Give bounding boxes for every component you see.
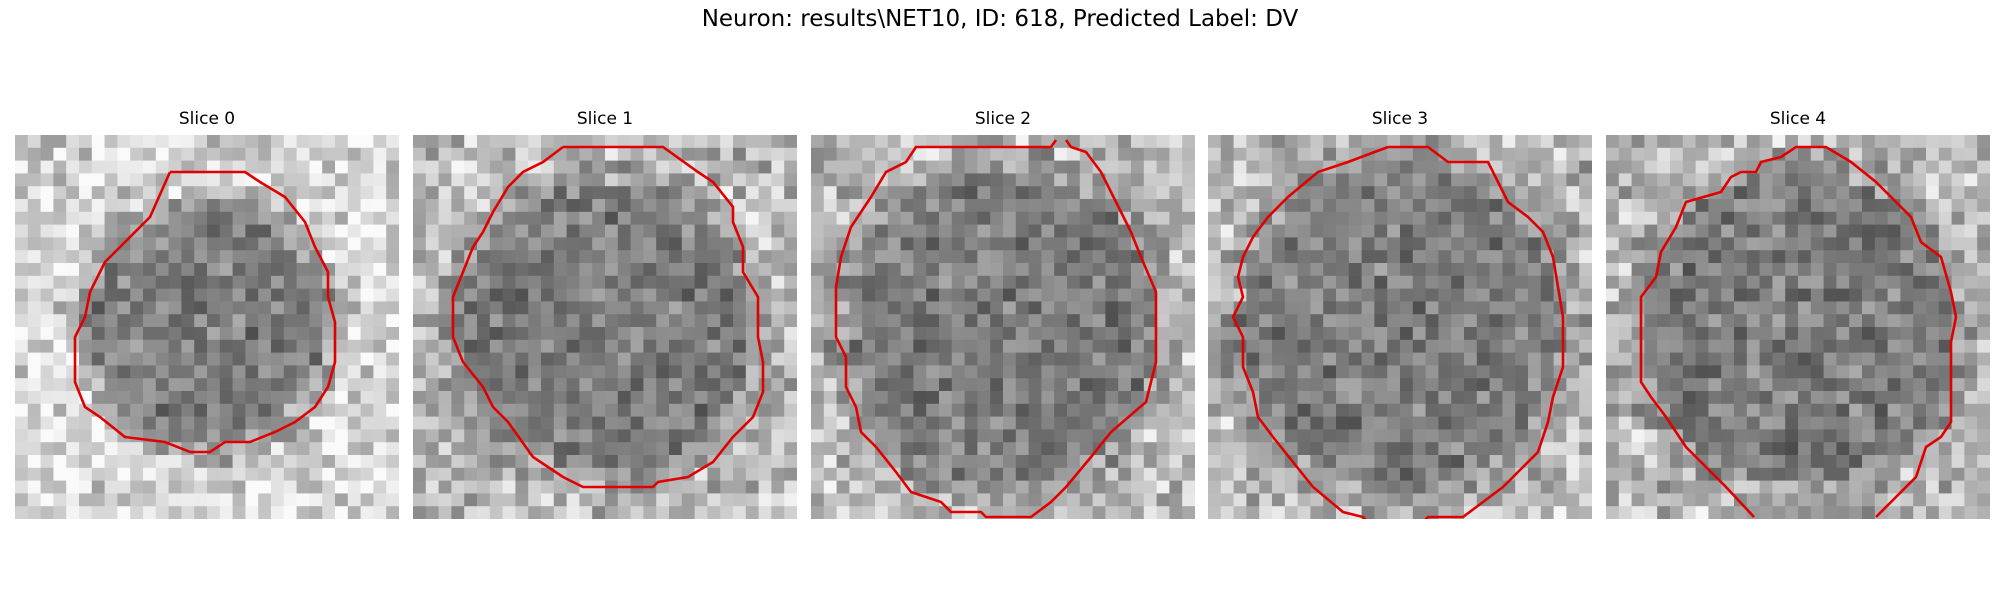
slice-image-4 — [1606, 135, 1990, 519]
pixel-grid-2 — [811, 135, 1195, 519]
roi-contour-3b — [1231, 145, 1389, 519]
slice-panel-1: Slice 1 — [413, 110, 797, 519]
pixel-grid-4 — [1606, 135, 1990, 519]
slice-title-4: Slice 4 — [1769, 109, 1827, 129]
slice-image-1 — [413, 135, 797, 519]
roi-contour-1 — [451, 145, 765, 489]
slice-title-3: Slice 3 — [1371, 109, 1429, 129]
figure-title: Neuron: results\NET10, ID: 618, Predicte… — [701, 6, 1299, 32]
roi-contour-3 — [1388, 145, 1565, 519]
pixel-grid-3 — [1208, 135, 1592, 519]
slice-image-2 — [811, 135, 1195, 519]
slice-image-3 — [1208, 135, 1592, 519]
slice-title-1: Slice 1 — [576, 109, 634, 129]
pixel-grid-1 — [413, 135, 797, 519]
slice-panel-3: Slice 3 — [1208, 110, 1592, 519]
roi-contour-2 — [834, 139, 1158, 519]
roi-contour-4 — [1639, 145, 1958, 518]
slice-panel-4: Slice 4 — [1606, 110, 1990, 519]
slice-title-0: Slice 0 — [178, 109, 236, 129]
slice-image-0 — [15, 135, 399, 519]
roi-contour-0 — [73, 170, 337, 454]
pixel-grid-0 — [15, 135, 399, 519]
slice-title-2: Slice 2 — [974, 109, 1032, 129]
slice-panel-2: Slice 2 — [811, 110, 1195, 519]
slice-panel-0: Slice 0 — [15, 110, 399, 519]
